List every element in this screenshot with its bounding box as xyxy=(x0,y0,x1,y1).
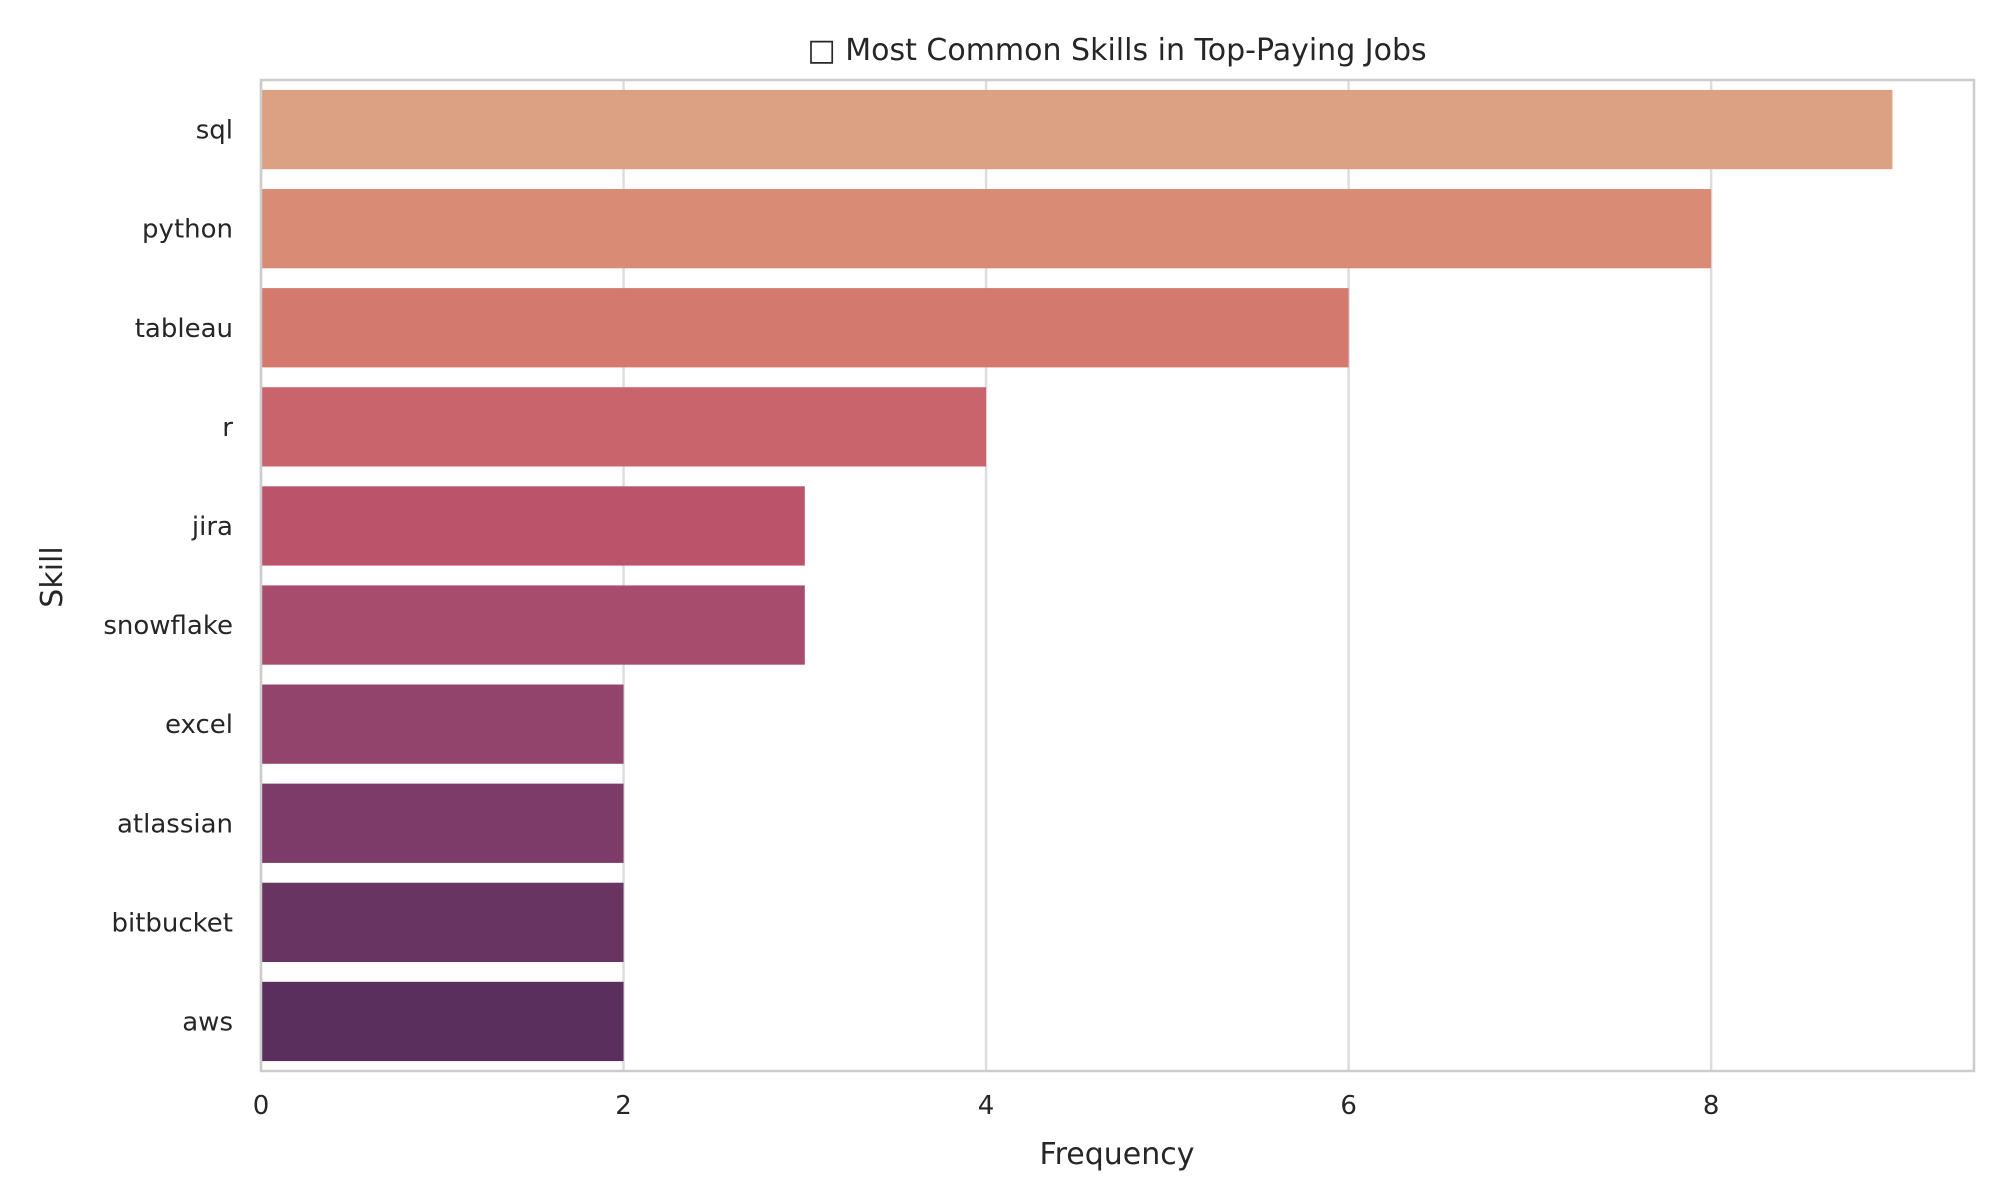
bar-r xyxy=(261,387,987,467)
bar-atlassian xyxy=(261,783,624,863)
y-tick-label-jira: jira xyxy=(191,512,233,542)
plot-frame xyxy=(259,78,1976,1073)
x-axis-label: Frequency xyxy=(1040,1137,1195,1172)
bar-bitbucket xyxy=(261,882,624,962)
bar-tableau xyxy=(261,288,1349,368)
bar-sql xyxy=(261,89,1893,170)
x-tick-label-2: 4 xyxy=(978,1091,995,1121)
y-tick-labels: sql python tableau r jira snowflake excel atlas… xyxy=(103,116,233,1038)
y-axis-label: Skill xyxy=(35,546,70,607)
x-tick-label-1: 2 xyxy=(615,1091,632,1121)
x-tick-label-3: 6 xyxy=(1340,1091,1357,1121)
y-tick-label-atlassian: atlassian xyxy=(117,809,233,839)
y-tick-label-bitbucket: bitbucket xyxy=(111,908,233,938)
x-tick-label-0: 0 xyxy=(253,1091,270,1121)
y-tick-label-aws: aws xyxy=(182,1007,233,1037)
bar-jira xyxy=(261,486,805,566)
bars xyxy=(261,89,1893,1062)
y-tick-label-excel: excel xyxy=(165,710,233,740)
bar-python xyxy=(261,189,1712,269)
bar-snowflake xyxy=(261,585,805,665)
x-tick-label-4: 8 xyxy=(1703,1091,1720,1121)
y-tick-label-snowflake: snowflake xyxy=(103,611,233,641)
y-tick-label-r: r xyxy=(222,413,233,443)
y-tick-label-sql: sql xyxy=(196,116,233,146)
x-tick-labels: 0 2 4 6 8 xyxy=(253,1091,1720,1121)
y-tick-label-tableau: tableau xyxy=(135,314,233,344)
y-tick-label-python: python xyxy=(142,215,233,245)
bar-aws xyxy=(261,981,624,1062)
chart-title: □ Most Common Skills in Top-Paying Jobs xyxy=(807,33,1426,68)
bar-excel xyxy=(261,684,624,764)
